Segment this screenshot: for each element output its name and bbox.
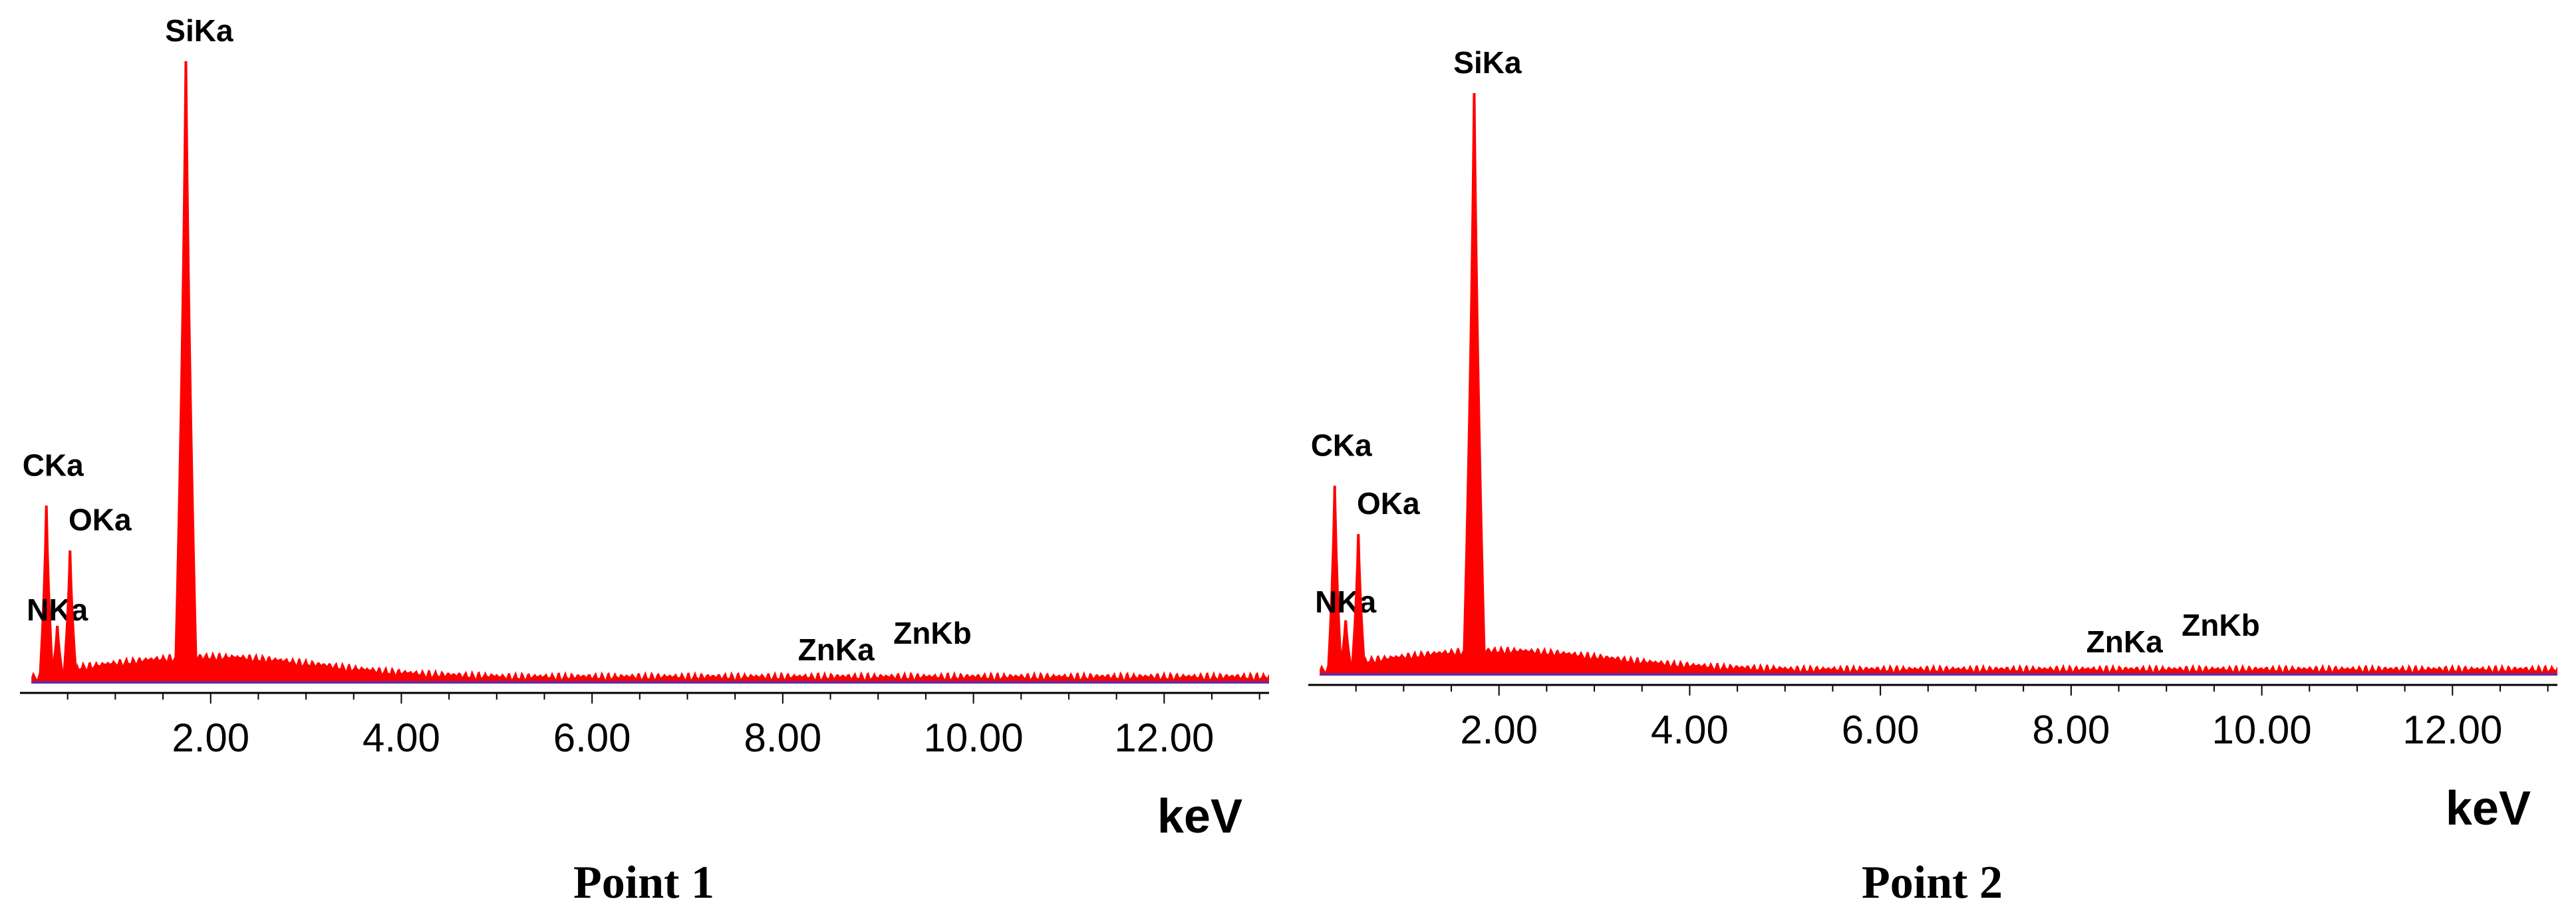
- peak-label-cka: CKa: [1311, 428, 1372, 462]
- x-tick-label: 8.00: [2032, 708, 2110, 752]
- x-tick-label: 2.00: [1460, 708, 1538, 752]
- x-axis-unit-label: keV: [2446, 782, 2531, 835]
- peak-label-sika: SiKa: [1453, 45, 1522, 80]
- peak-oka: [62, 550, 78, 684]
- peak-label-sika: SiKa: [165, 13, 233, 48]
- spectrum-chart-1: CKa NKa OKa SiKa ZnKa ZnKb 2.00 4.00 6.00 8.00 10.…: [20, 13, 1270, 843]
- x-tick-label: 10.00: [924, 716, 1024, 760]
- x-tick-label: 8.00: [744, 716, 821, 760]
- spectrum-panel-2: CKa NKa OKa SiKa ZnKa ZnKb 2.00 4.00 6.00 8.00 10.…: [1288, 0, 2576, 923]
- peak-cka: [38, 505, 55, 684]
- peak-sika: [174, 61, 198, 684]
- peak-label-znkb: ZnKb: [2182, 608, 2260, 642]
- peak-label-znka: ZnKa: [2086, 624, 2163, 659]
- x-tick-label: 4.00: [1651, 708, 1729, 752]
- x-axis-unit-label: keV: [1157, 790, 1242, 843]
- peak-label-znka: ZnKa: [798, 632, 875, 667]
- x-tick-label: 4.00: [362, 716, 440, 760]
- x-tick-label: 6.00: [553, 716, 631, 760]
- peak-oka: [1350, 534, 1367, 676]
- background-continuum: [31, 651, 1270, 684]
- peak-label-znkb: ZnKb: [893, 616, 972, 650]
- peak-label-nka: NKa: [1315, 585, 1376, 619]
- spectrum-panel-1: CKa NKa OKa SiKa ZnKa ZnKb 2.00 4.00 6.00 8.00 10.…: [20, 13, 1270, 908]
- x-tick-label: 12.00: [2402, 708, 2502, 752]
- peak-nka: [49, 625, 66, 684]
- x-tick-label: 2.00: [172, 716, 249, 760]
- peak-label-cka: CKa: [23, 448, 84, 482]
- peak-sika: [1462, 93, 1487, 676]
- peak-nka: [1338, 620, 1354, 676]
- spectrum-chart-2: CKa NKa OKa SiKa ZnKa ZnKb 2.00 4.00 6.00 8.00 10.…: [1308, 45, 2557, 835]
- background-continuum: [1320, 645, 2557, 676]
- x-tick-label: 10.00: [2212, 708, 2312, 752]
- peak-cka: [1326, 485, 1343, 676]
- chart-caption-2: Point 2: [1862, 857, 2003, 908]
- peak-label-nka: NKa: [27, 593, 88, 627]
- x-tick-label: 12.00: [1114, 716, 1214, 760]
- chart-caption-1: Point 1: [573, 857, 714, 908]
- peak-label-oka: OKa: [1357, 486, 1420, 521]
- x-tick-label: 6.00: [1842, 708, 1920, 752]
- peak-label-oka: OKa: [69, 503, 132, 537]
